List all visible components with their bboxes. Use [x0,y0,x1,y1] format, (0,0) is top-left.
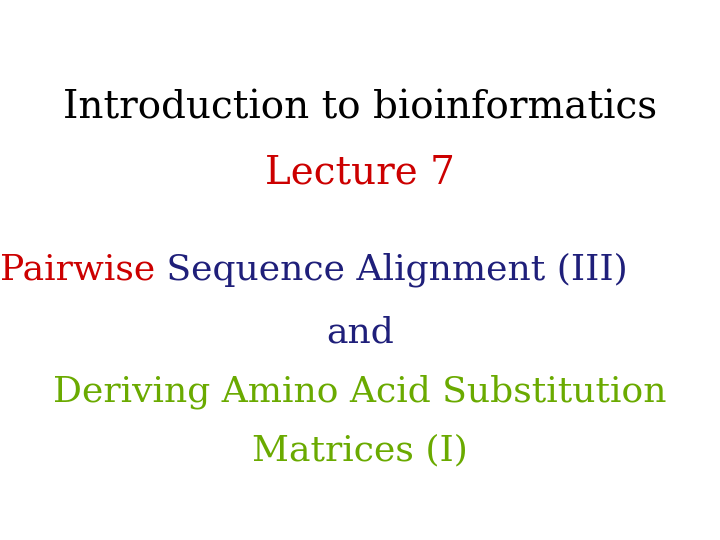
Text: Sequence Alignment (III): Sequence Alignment (III) [156,253,628,287]
Text: Matrices (I): Matrices (I) [252,434,468,468]
Text: Introduction to bioinformatics: Introduction to bioinformatics [63,90,657,126]
Text: Lecture 7: Lecture 7 [265,154,455,191]
Text: Pairwise: Pairwise [0,253,156,287]
Text: and: and [326,315,394,349]
Text: Deriving Amino Acid Substitution: Deriving Amino Acid Substitution [53,374,667,409]
